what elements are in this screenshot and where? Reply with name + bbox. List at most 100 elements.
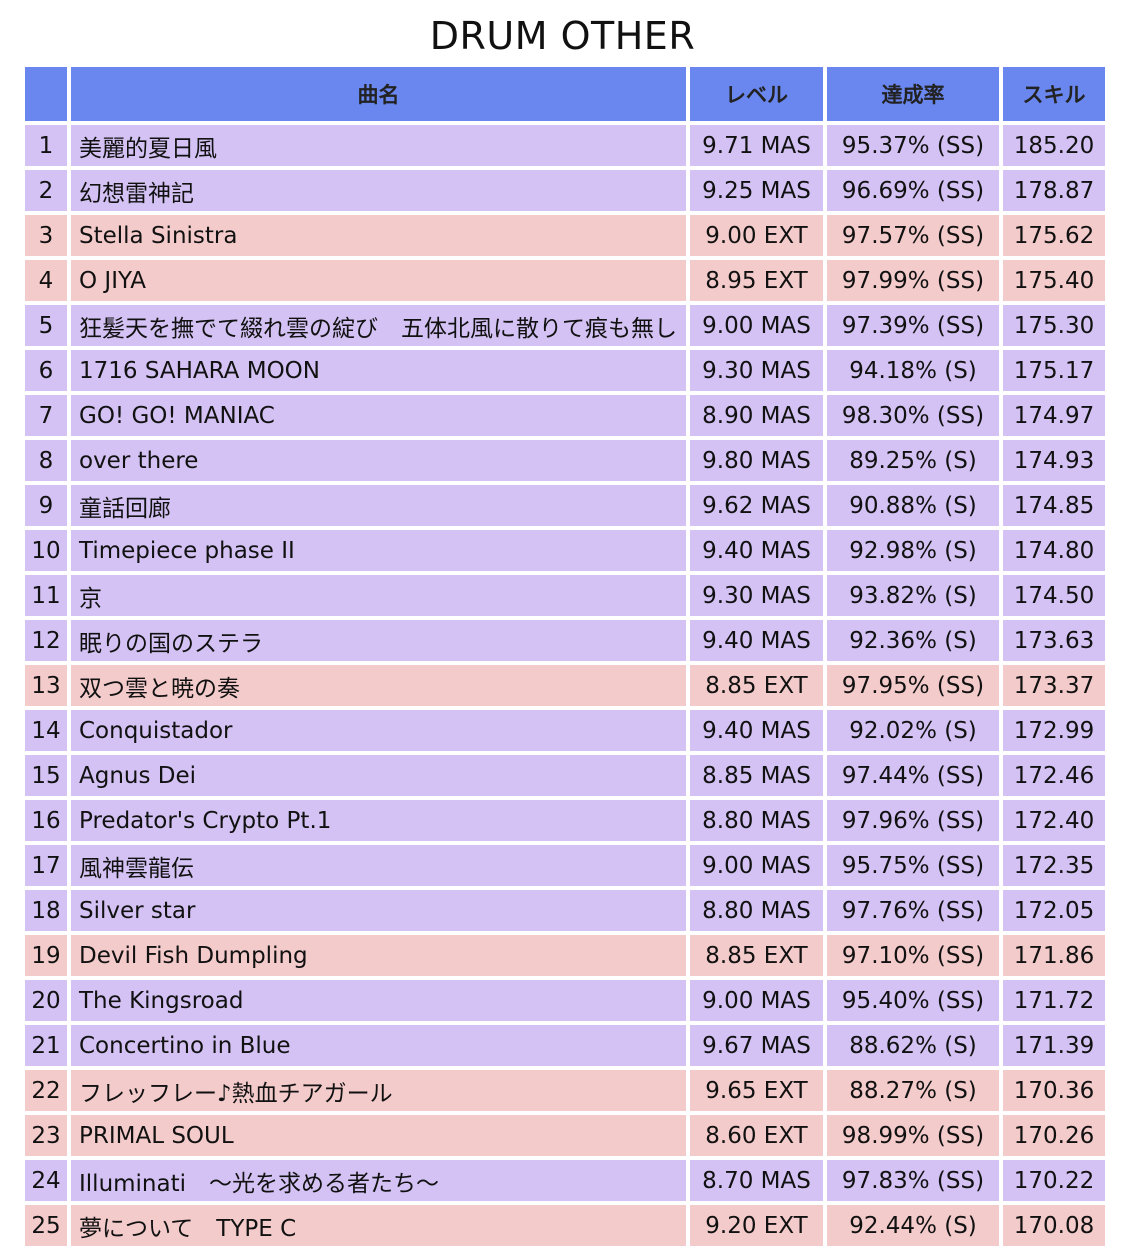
table-row: 13 双つ雲と暁の奏 8.85 EXT 97.95% (SS) 173.37 <box>25 665 1105 706</box>
table-row: 8 over there 9.80 MAS 89.25% (S) 174.93 <box>25 440 1105 481</box>
song-name-cell: Illuminati ～光を求める者たち～ <box>71 1160 686 1201</box>
achievement-rate-cell: 97.96% (SS) <box>827 800 999 841</box>
skill-cell: 185.20 <box>1003 125 1105 166</box>
achievement-rate-cell: 97.95% (SS) <box>827 665 999 706</box>
song-name-cell: 風神雲龍伝 <box>71 845 686 886</box>
skill-cell: 174.93 <box>1003 440 1105 481</box>
rank-cell: 15 <box>25 755 67 796</box>
rank-cell: 1 <box>25 125 67 166</box>
table-row: 12 眠りの国のステラ 9.40 MAS 92.36% (S) 173.63 <box>25 620 1105 661</box>
achievement-rate-cell: 98.99% (SS) <box>827 1115 999 1156</box>
skill-table: 曲名 レベル 達成率 スキル 1 美麗的夏日風 9.71 MAS 95.37% (SS… <box>21 63 1109 1250</box>
achievement-rate-cell: 97.83% (SS) <box>827 1160 999 1201</box>
rank-cell: 19 <box>25 935 67 976</box>
rank-cell: 7 <box>25 395 67 436</box>
table-row: 15 Agnus Dei 8.85 MAS 97.44% (SS) 172.46 <box>25 755 1105 796</box>
song-name-cell: 幻想雷神記 <box>71 170 686 211</box>
rank-cell: 2 <box>25 170 67 211</box>
rank-cell: 17 <box>25 845 67 886</box>
skill-cell: 170.08 <box>1003 1205 1105 1246</box>
table-row: 10 Timepiece phase II 9.40 MAS 92.98% (S) 17… <box>25 530 1105 571</box>
song-name-cell: Devil Fish Dumpling <box>71 935 686 976</box>
table-row: 17 風神雲龍伝 9.00 MAS 95.75% (SS) 172.35 <box>25 845 1105 886</box>
table-row: 11 京 9.30 MAS 93.82% (S) 174.50 <box>25 575 1105 616</box>
skill-cell: 173.37 <box>1003 665 1105 706</box>
song-name-cell: The Kingsroad <box>71 980 686 1021</box>
achievement-rate-cell: 97.39% (SS) <box>827 305 999 346</box>
level-cell: 8.80 MAS <box>690 890 823 931</box>
level-cell: 8.85 EXT <box>690 665 823 706</box>
level-cell: 9.00 EXT <box>690 215 823 256</box>
song-name-cell: PRIMAL SOUL <box>71 1115 686 1156</box>
header-song-name: 曲名 <box>71 67 686 121</box>
song-name-cell: 京 <box>71 575 686 616</box>
rank-cell: 13 <box>25 665 67 706</box>
table-row: 21 Concertino in Blue 9.67 MAS 88.62% (S) 17… <box>25 1025 1105 1066</box>
song-name-cell: 1716 SAHARA MOON <box>71 350 686 391</box>
song-name-cell: Stella Sinistra <box>71 215 686 256</box>
skill-cell: 171.86 <box>1003 935 1105 976</box>
achievement-rate-cell: 97.57% (SS) <box>827 215 999 256</box>
skill-cell: 170.26 <box>1003 1115 1105 1156</box>
rank-cell: 6 <box>25 350 67 391</box>
rank-cell: 22 <box>25 1070 67 1111</box>
level-cell: 9.00 MAS <box>690 305 823 346</box>
table-row: 14 Conquistador 9.40 MAS 92.02% (S) 172.99 <box>25 710 1105 751</box>
skill-cell: 170.36 <box>1003 1070 1105 1111</box>
level-cell: 9.40 MAS <box>690 710 823 751</box>
rank-cell: 20 <box>25 980 67 1021</box>
table-row: 25 夢について TYPE C 9.20 EXT 92.44% (S) 170.08 <box>25 1205 1105 1246</box>
skill-cell: 172.35 <box>1003 845 1105 886</box>
rank-cell: 12 <box>25 620 67 661</box>
rank-cell: 11 <box>25 575 67 616</box>
level-cell: 9.00 MAS <box>690 980 823 1021</box>
skill-cell: 172.05 <box>1003 890 1105 931</box>
level-cell: 9.00 MAS <box>690 845 823 886</box>
skill-cell: 174.85 <box>1003 485 1105 526</box>
table-row: 3 Stella Sinistra 9.00 EXT 97.57% (SS) 175.6… <box>25 215 1105 256</box>
song-name-cell: O JIYA <box>71 260 686 301</box>
song-name-cell: 双つ雲と暁の奏 <box>71 665 686 706</box>
achievement-rate-cell: 97.99% (SS) <box>827 260 999 301</box>
level-cell: 8.85 EXT <box>690 935 823 976</box>
table-row: 9 童話回廊 9.62 MAS 90.88% (S) 174.85 <box>25 485 1105 526</box>
table-row: 20 The Kingsroad 9.00 MAS 95.40% (SS) 171.72 <box>25 980 1105 1021</box>
achievement-rate-cell: 88.27% (S) <box>827 1070 999 1111</box>
table-row: 22 フレッフレー♪熱血チアガール 9.65 EXT 88.27% (S) 170.36 <box>25 1070 1105 1111</box>
table-header: 曲名 レベル 達成率 スキル <box>25 67 1105 121</box>
song-name-cell: 美麗的夏日風 <box>71 125 686 166</box>
skill-cell: 171.39 <box>1003 1025 1105 1066</box>
achievement-rate-cell: 97.76% (SS) <box>827 890 999 931</box>
achievement-rate-cell: 98.30% (SS) <box>827 395 999 436</box>
rank-cell: 9 <box>25 485 67 526</box>
level-cell: 8.60 EXT <box>690 1115 823 1156</box>
song-name-cell: Timepiece phase II <box>71 530 686 571</box>
rank-cell: 23 <box>25 1115 67 1156</box>
skill-cell: 172.46 <box>1003 755 1105 796</box>
page-title: DRUM OTHER <box>429 14 696 58</box>
level-cell: 9.62 MAS <box>690 485 823 526</box>
level-cell: 9.40 MAS <box>690 620 823 661</box>
achievement-rate-cell: 95.37% (SS) <box>827 125 999 166</box>
level-cell: 8.70 MAS <box>690 1160 823 1201</box>
table-body: 1 美麗的夏日風 9.71 MAS 95.37% (SS) 185.20 2 幻想雷神記 9.… <box>25 125 1105 1246</box>
level-cell: 8.80 MAS <box>690 800 823 841</box>
song-name-cell: 夢について TYPE C <box>71 1205 686 1246</box>
rank-cell: 16 <box>25 800 67 841</box>
rank-cell: 18 <box>25 890 67 931</box>
song-name-cell: Silver star <box>71 890 686 931</box>
skill-cell: 172.99 <box>1003 710 1105 751</box>
level-cell: 9.30 MAS <box>690 350 823 391</box>
song-name-cell: Conquistador <box>71 710 686 751</box>
skill-cell: 174.50 <box>1003 575 1105 616</box>
rank-cell: 14 <box>25 710 67 751</box>
rank-cell: 21 <box>25 1025 67 1066</box>
header-rank <box>25 67 67 121</box>
skill-cell: 175.17 <box>1003 350 1105 391</box>
song-name-cell: Concertino in Blue <box>71 1025 686 1066</box>
header-achievement-rate: 達成率 <box>827 67 999 121</box>
table-row: 1 美麗的夏日風 9.71 MAS 95.37% (SS) 185.20 <box>25 125 1105 166</box>
header-skill: スキル <box>1003 67 1105 121</box>
achievement-rate-cell: 94.18% (S) <box>827 350 999 391</box>
table-row: 6 1716 SAHARA MOON 9.30 MAS 94.18% (S) 175.1… <box>25 350 1105 391</box>
